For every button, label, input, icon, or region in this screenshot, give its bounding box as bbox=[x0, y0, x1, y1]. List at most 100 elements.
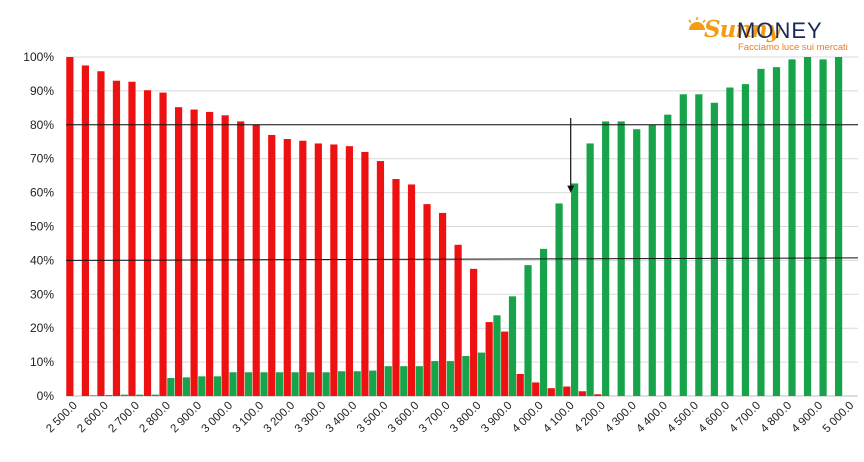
brand-logo: Sunny MONEY Facciamo luce sui mercati bbox=[660, 14, 860, 58]
x-tick-label: 4 900.0 bbox=[790, 400, 826, 436]
bar bbox=[384, 366, 392, 396]
bar bbox=[726, 87, 734, 396]
bar bbox=[213, 376, 222, 396]
reference-line bbox=[65, 257, 859, 261]
bar bbox=[182, 377, 190, 396]
bar bbox=[695, 94, 703, 396]
x-tick-label: 3 200.0 bbox=[262, 400, 298, 436]
bar bbox=[237, 121, 245, 396]
x-tick-label: 2 500.0 bbox=[44, 400, 80, 436]
sun-icon bbox=[688, 17, 706, 30]
y-tick-label: 90% bbox=[30, 84, 54, 98]
bar bbox=[260, 372, 268, 396]
y-tick-label: 0% bbox=[37, 389, 55, 403]
bar bbox=[524, 265, 532, 396]
x-tick-label: 4 600.0 bbox=[697, 400, 733, 436]
bar bbox=[772, 67, 781, 397]
bar bbox=[206, 111, 214, 396]
x-tick-label: 3 800.0 bbox=[448, 400, 484, 436]
bar bbox=[493, 315, 501, 396]
bar bbox=[345, 146, 353, 396]
bar bbox=[462, 355, 470, 396]
x-tick-label: 4 300.0 bbox=[603, 400, 639, 436]
x-tick-label: 3 000.0 bbox=[200, 400, 236, 436]
bar bbox=[539, 248, 548, 396]
bar bbox=[757, 68, 765, 397]
bar bbox=[322, 372, 330, 396]
bar bbox=[314, 143, 322, 396]
x-tick-label: 3 700.0 bbox=[417, 400, 453, 436]
bar bbox=[353, 371, 361, 396]
reference-lines bbox=[65, 118, 859, 261]
bar bbox=[516, 373, 524, 396]
x-tick-label: 3 100.0 bbox=[231, 400, 267, 436]
bar bbox=[819, 59, 827, 397]
bar bbox=[633, 129, 641, 396]
bar bbox=[648, 124, 656, 397]
bar bbox=[710, 102, 718, 396]
bar bbox=[547, 388, 555, 396]
gridlines bbox=[66, 56, 858, 397]
bar bbox=[369, 370, 377, 396]
bar bbox=[112, 80, 121, 396]
bar bbox=[431, 361, 439, 396]
bar bbox=[508, 296, 517, 396]
bar bbox=[803, 57, 812, 396]
brand-name-sunny: Sunny bbox=[704, 16, 780, 43]
bar bbox=[664, 114, 672, 396]
bar bbox=[198, 376, 206, 396]
brand-tagline: Facciamo luce sui mercati bbox=[738, 42, 848, 53]
bar bbox=[143, 90, 152, 397]
bar bbox=[252, 124, 260, 397]
y-tick-label: 80% bbox=[30, 118, 54, 132]
bar bbox=[307, 372, 315, 396]
bar bbox=[392, 179, 400, 396]
bar bbox=[555, 203, 563, 396]
bar bbox=[151, 394, 159, 396]
bar bbox=[167, 378, 175, 396]
bar bbox=[338, 371, 346, 396]
bar bbox=[470, 268, 478, 396]
y-tick-label: 70% bbox=[30, 152, 54, 166]
bar bbox=[190, 109, 198, 397]
bar bbox=[407, 184, 416, 396]
bar bbox=[244, 372, 253, 396]
bar bbox=[485, 322, 493, 396]
x-tick-label: 4 200.0 bbox=[572, 400, 608, 436]
bar bbox=[105, 394, 113, 396]
y-tick-label: 30% bbox=[30, 287, 54, 301]
bar bbox=[136, 394, 144, 396]
bar bbox=[446, 361, 454, 396]
bar bbox=[571, 183, 579, 396]
x-tick-label: 4 400.0 bbox=[634, 400, 670, 436]
bar bbox=[438, 212, 447, 396]
x-tick-label: 5 000.0 bbox=[821, 400, 857, 436]
bar bbox=[81, 65, 89, 396]
bar bbox=[423, 204, 431, 396]
x-tick-label: 4 500.0 bbox=[665, 400, 701, 436]
x-tick-label: 2 900.0 bbox=[169, 400, 205, 436]
x-tick-label: 3 400.0 bbox=[324, 400, 360, 436]
y-axis-tick-labels: 0% 10% 20% 30% 40% 50% 60% 70% 80% 90% 100% bbox=[23, 50, 54, 403]
bar bbox=[283, 139, 291, 396]
bar bbox=[299, 140, 307, 396]
bar bbox=[679, 94, 687, 396]
bar bbox=[361, 151, 369, 396]
bar bbox=[586, 143, 594, 396]
bar bbox=[120, 394, 128, 396]
bar bbox=[532, 382, 540, 396]
bar bbox=[563, 386, 571, 396]
bar bbox=[275, 372, 284, 396]
bar bbox=[454, 244, 462, 396]
brand-name-money: MONEY bbox=[737, 18, 823, 43]
x-tick-label: 4 800.0 bbox=[759, 400, 795, 436]
y-tick-label: 40% bbox=[30, 253, 54, 267]
bar bbox=[415, 366, 423, 396]
bar bbox=[128, 81, 136, 396]
bar bbox=[159, 92, 167, 396]
x-tick-label: 3 900.0 bbox=[479, 400, 515, 436]
bar bbox=[477, 352, 486, 396]
bars bbox=[66, 57, 843, 397]
bar bbox=[291, 372, 299, 396]
